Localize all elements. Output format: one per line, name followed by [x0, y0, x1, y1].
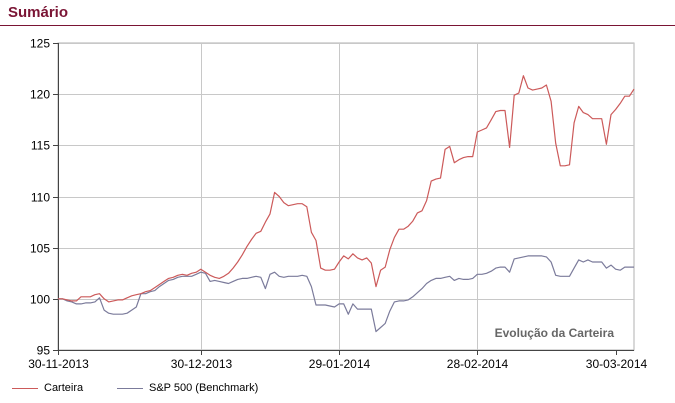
y-tick-label: 115	[31, 139, 50, 153]
legend-swatch-carteira	[12, 388, 38, 389]
y-tick-label: 105	[30, 242, 50, 256]
header: Sumário	[0, 0, 675, 26]
y-tick-label: 125	[30, 37, 50, 51]
y-tick-label: 95	[37, 344, 51, 358]
x-tick-label: 30-12-2013	[171, 357, 233, 371]
legend-label-benchmark: S&P 500 (Benchmark)	[149, 382, 259, 394]
legend-swatch-benchmark	[117, 388, 143, 389]
title-divider	[0, 25, 675, 26]
legend: Carteira S&P 500 (Benchmark)	[0, 378, 675, 400]
y-tick-label: 120	[30, 88, 50, 102]
line-chart: 95 100 105 110 115 120 125 30-11-2013 30-12-2013…	[28, 37, 648, 372]
series-line-carteira	[58, 75, 635, 303]
y-tick-label: 100	[30, 293, 50, 307]
x-tick-label: 30-11-2013	[28, 357, 89, 371]
y-tick-label: 110	[31, 191, 50, 205]
x-tick-label: 29-01-2014	[309, 357, 371, 371]
x-tick-label: 30-03-2014	[586, 357, 648, 371]
page-title: Sumário	[8, 4, 69, 21]
x-tick-label: 28-02-2014	[447, 357, 509, 371]
series-line-benchmark	[58, 255, 634, 333]
legend-label-carteira: Carteira	[44, 382, 84, 394]
chart-annotation: Evolução da Carteira	[495, 326, 615, 340]
